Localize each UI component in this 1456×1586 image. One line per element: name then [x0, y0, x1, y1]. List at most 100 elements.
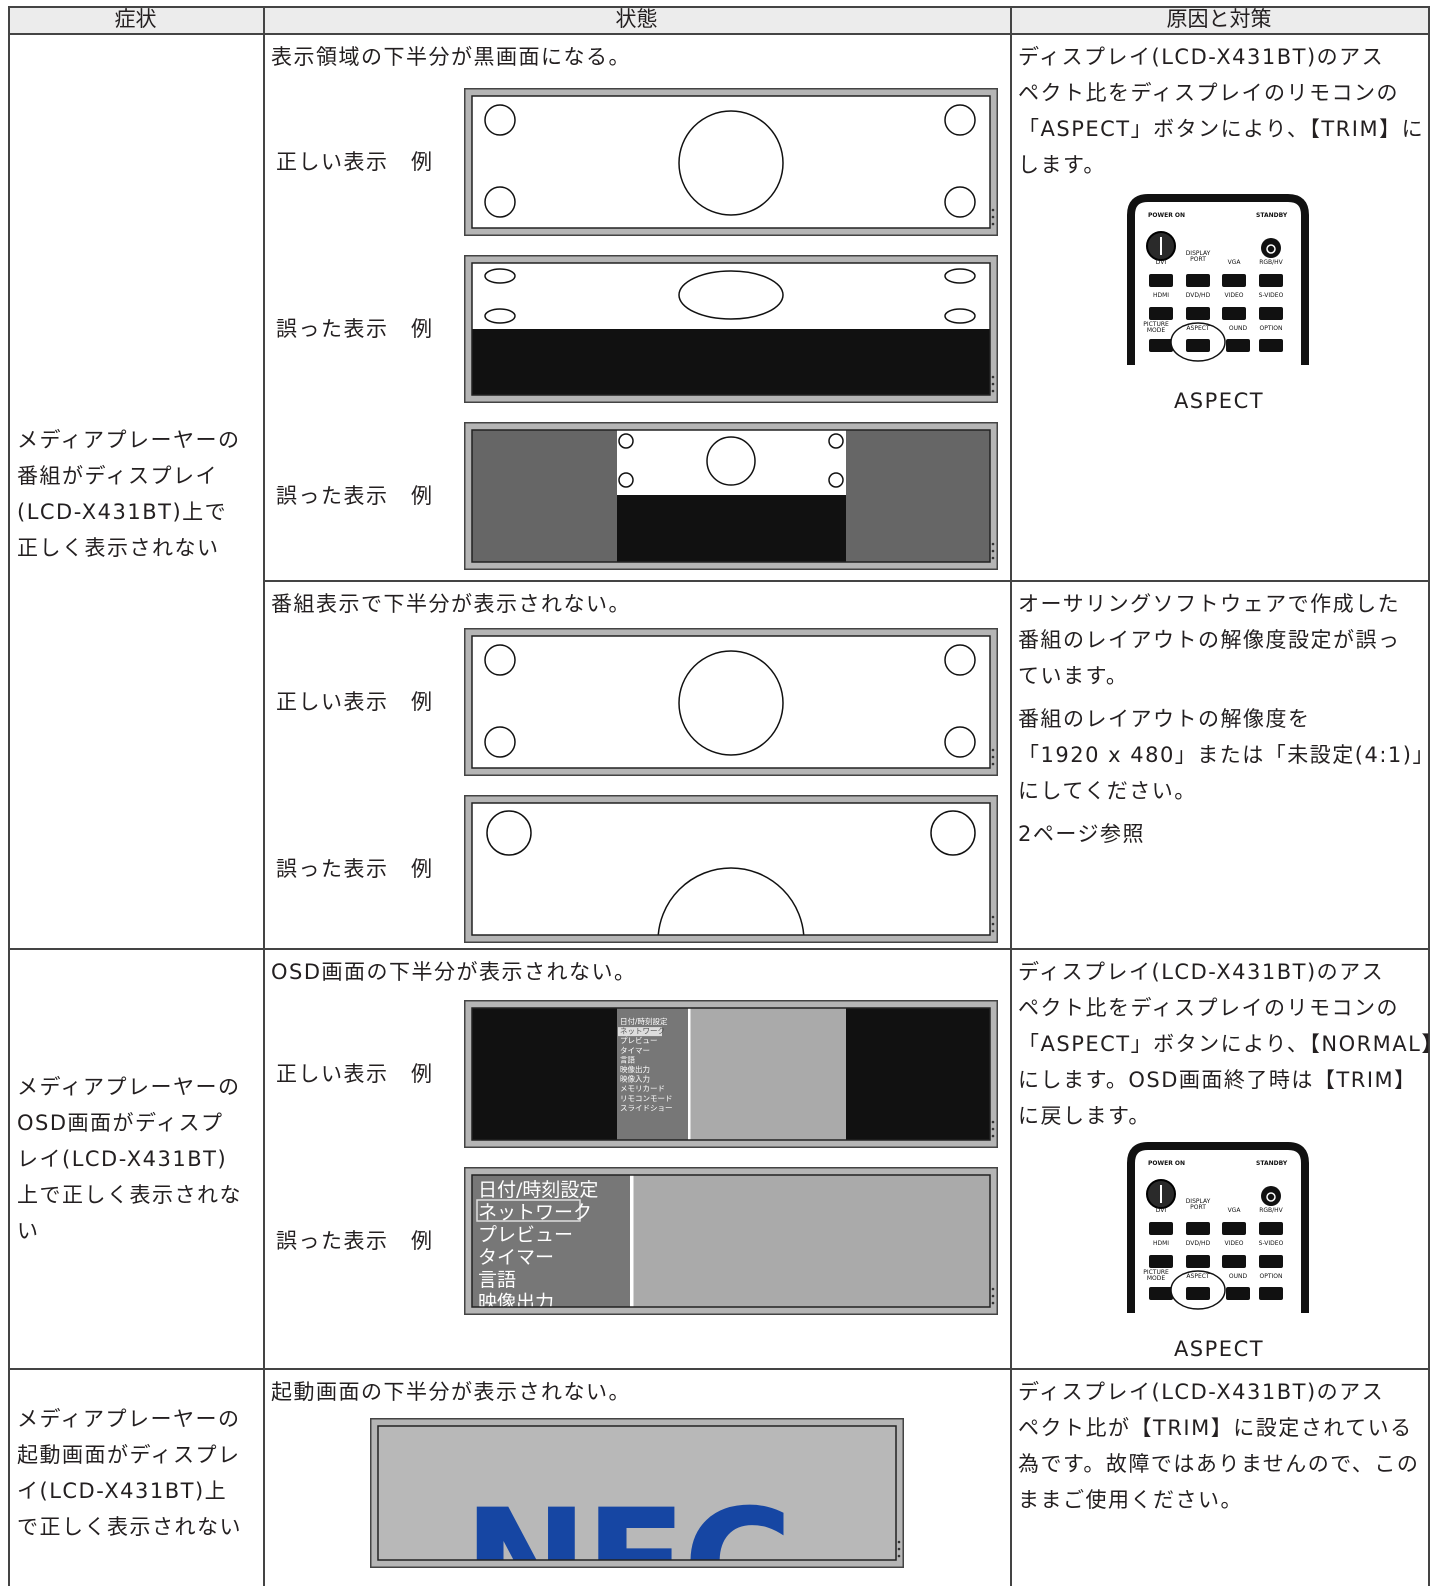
- table-rule: [263, 580, 1429, 582]
- remote-button: [1259, 1255, 1283, 1268]
- remote-button: [1186, 1222, 1210, 1235]
- osd-menu-item: プレビュー: [478, 1224, 573, 1246]
- test-circle: [484, 644, 516, 676]
- remote-label: ASPECT: [1186, 1273, 1210, 1280]
- screen-area: [630, 1175, 634, 1307]
- header-text: 原因と対策: [1166, 7, 1272, 31]
- osd-menu-item: スライドショー: [620, 1103, 673, 1112]
- bezel-dot: [991, 375, 995, 379]
- remote-button: [1186, 1255, 1210, 1268]
- remote-button: [1186, 339, 1210, 352]
- menu-highlight: [618, 1027, 662, 1037]
- cause-paragraph: ディスプレイ(LCD-X431BT)のアス ペクト比をディスプレイのリモコンの 「A…: [1018, 954, 1444, 1134]
- test-circle: [828, 433, 844, 449]
- remote-label: STANDBY: [1256, 1160, 1288, 1167]
- symptom-line: メディアプレーヤーの: [17, 428, 241, 452]
- table-rule: [8, 33, 1429, 35]
- screen-illustration: 日付/時刻設定ネットワークプレビュータイマー言語映像出力映像入力メモリカードリモ…: [464, 1000, 998, 1148]
- remote-button: [1222, 307, 1246, 320]
- screen-content: 日付/時刻設定ネットワークプレビュータイマー言語映像出力映像入力メモリカードリモ…: [472, 1008, 990, 1140]
- remote-button: [1149, 274, 1173, 287]
- cause-paragraph: 番組のレイアウトの解像度を 「1920 x 480」または「未設定(4:1)」 にし…: [1018, 701, 1435, 809]
- table-rule: [1010, 6, 1012, 1586]
- remote-label: OUND: [1229, 325, 1248, 332]
- cause-line: 「ASPECT」ボタンにより、【TRIM】に: [1018, 117, 1425, 141]
- test-ellipse: [678, 270, 784, 320]
- osd-menu-item: 日付/時刻設定: [620, 1016, 668, 1026]
- state-description: 起動画面の下半分が表示されない。: [271, 1380, 631, 1404]
- symptom-line: 正しく表示されない: [17, 536, 220, 560]
- remote-button: [1149, 307, 1173, 320]
- screen-illustration: [464, 628, 998, 776]
- osd-menu-item: 日付/時刻設定: [478, 1179, 598, 1201]
- remote-label: PORT: [1190, 1204, 1206, 1211]
- cause-block: ディスプレイ(LCD-X431BT)のアス ペクト比をディスプレイのリモコンの 「A…: [1018, 39, 1424, 190]
- osd-menu-item: 映像出力: [478, 1292, 554, 1314]
- remote-label: DVD/HD: [1186, 1240, 1211, 1247]
- bezel-dot: [897, 1547, 901, 1551]
- header-cell: [263, 6, 1010, 33]
- symptom-line: メディアプレーヤーの: [17, 1075, 241, 1099]
- test-circle: [930, 810, 976, 856]
- cause-paragraph: 2ページ参照: [1018, 816, 1435, 852]
- symptom-line: い: [17, 1219, 40, 1243]
- test-circle: [944, 644, 976, 676]
- bezel-dot: [991, 215, 995, 219]
- remote-label: DVD/HD: [1186, 292, 1211, 299]
- remote-button: [1259, 1287, 1283, 1300]
- remote-label: HDMI: [1153, 292, 1169, 299]
- table-rule: [263, 6, 265, 1586]
- remote-label: STANDBY: [1256, 212, 1288, 219]
- screen-content: [472, 636, 990, 768]
- remote-label: RGB/HV: [1259, 259, 1283, 266]
- cause-line: にします。OSD画面終了時は【TRIM】: [1018, 1068, 1417, 1092]
- cause-line: ペクト比をディスプレイのリモコンの: [1018, 996, 1400, 1020]
- screen-illustration: [464, 88, 998, 236]
- remote-button: [1186, 1287, 1210, 1300]
- bezel-dot: [991, 389, 995, 393]
- remote-caption: ASPECT: [1173, 389, 1265, 413]
- screen-area: [617, 495, 846, 562]
- screen-panel-edge: [471, 802, 991, 936]
- bezel-dot: [991, 1287, 995, 1291]
- cause-block: ディスプレイ(LCD-X431BT)のアス ペクト比が【TRIM】に設定されている…: [1018, 1374, 1419, 1525]
- cause-line: にしてください。: [1018, 779, 1197, 803]
- bezel-dot: [991, 542, 995, 546]
- test-ellipse: [484, 268, 516, 284]
- test-ellipse: [944, 268, 976, 284]
- remote-button: [1222, 1255, 1246, 1268]
- bezel-dot: [991, 556, 995, 560]
- test-circle: [657, 867, 805, 935]
- test-ellipse: [484, 308, 516, 324]
- remote-label: POWER ON: [1148, 212, 1185, 219]
- test-circle: [944, 726, 976, 758]
- test-circle: [486, 810, 532, 856]
- remote-label: PICTURE: [1143, 1269, 1169, 1276]
- bezel-dot: [991, 748, 995, 752]
- remote-button: [1149, 1255, 1173, 1268]
- bezel-dot: [991, 929, 995, 933]
- remote-label: S-VIDEO: [1259, 292, 1284, 299]
- screen-panel-edge: [471, 1007, 991, 1141]
- screen-area: [690, 1008, 846, 1140]
- bezel-dot: [991, 915, 995, 919]
- remote-label: PICTURE: [1143, 321, 1169, 328]
- bezel-dot: [991, 1134, 995, 1138]
- cause-paragraph: オーサリングソフトウェアで作成した 番組のレイアウトの解像度設定が誤っ ています。: [1018, 586, 1435, 694]
- remote-label: OUND: [1229, 1273, 1248, 1280]
- remote-label: S-VIDEO: [1259, 1240, 1284, 1247]
- remote-button: [1259, 307, 1283, 320]
- cause-line: ままご使用ください。: [1018, 1488, 1243, 1512]
- symptom-line: OSD画面がディスプ: [17, 1111, 224, 1135]
- cause-line: ペクト比をディスプレイのリモコンの: [1018, 81, 1400, 105]
- cause-line: 「1920 x 480」または「未設定(4:1)」: [1018, 743, 1435, 767]
- standby-mark: [1266, 244, 1276, 254]
- osd-menu-item: リモコンモード: [620, 1094, 673, 1103]
- remote-label: VIDEO: [1224, 1240, 1243, 1247]
- example-label: 誤った表示 例: [276, 857, 434, 881]
- remote-button: [1186, 307, 1210, 320]
- bezel-dot: [991, 762, 995, 766]
- test-circle: [678, 650, 784, 756]
